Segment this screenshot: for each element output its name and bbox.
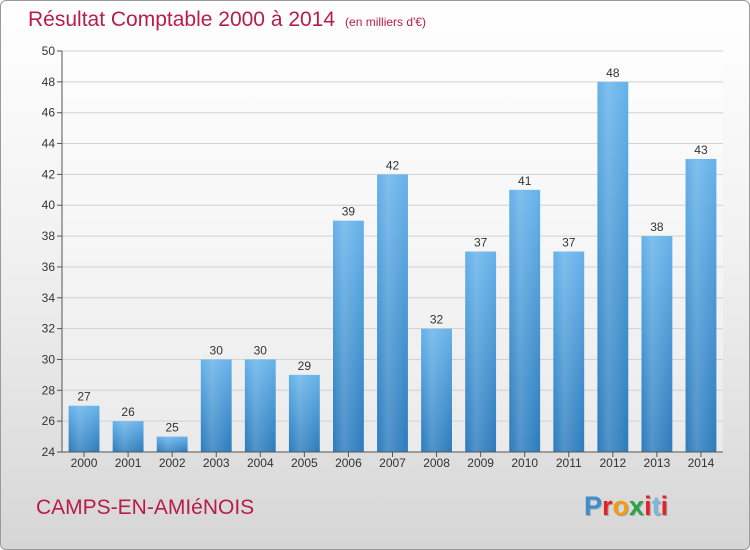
x-tick-label: 2010 <box>511 456 538 470</box>
bars: 27 26 25 30 30 29 39 42 32 37 41 37 48 38 43 <box>68 66 717 453</box>
y-tick-label: 50 <box>42 44 56 58</box>
logo-letter: i <box>660 491 669 521</box>
bar-value-label: 41 <box>518 174 532 188</box>
y-tick-label: 40 <box>42 198 56 212</box>
x-tick-label: 2014 <box>688 456 715 470</box>
bar-value-label: 43 <box>694 143 708 157</box>
bar-value-label: 37 <box>562 236 576 250</box>
bar-value-label: 30 <box>210 343 224 357</box>
bar-highlight <box>200 359 232 452</box>
bar-value-label: 29 <box>298 359 312 373</box>
y-tick-label: 28 <box>42 383 56 397</box>
x-tick-label: 2001 <box>115 456 142 470</box>
y-tick-label: 36 <box>42 260 56 274</box>
bar-value-label: 38 <box>650 220 664 234</box>
x-tick-label: 2006 <box>335 456 362 470</box>
logo-letter: i <box>644 491 652 521</box>
bar-highlight <box>244 359 276 452</box>
x-tick-label: 2002 <box>159 456 186 470</box>
logo-letter: o <box>612 491 630 521</box>
bar-highlight <box>553 251 585 452</box>
bar-highlight <box>333 220 364 452</box>
bar-highlight <box>112 421 144 452</box>
y-tick-label: 46 <box>42 106 56 120</box>
x-tick-label: 2003 <box>203 456 230 470</box>
logo-letter: P <box>584 491 603 521</box>
y-tick-label: 34 <box>42 291 56 305</box>
bar-value-label: 48 <box>606 66 620 80</box>
y-tick-label: 44 <box>42 137 56 151</box>
bar-value-label: 30 <box>254 343 268 357</box>
x-tick-label: 2009 <box>467 456 494 470</box>
bar-highlight <box>156 436 188 452</box>
bar-value-label: 26 <box>121 405 135 419</box>
x-tick-label: 2007 <box>379 456 406 470</box>
chart-title: Résultat Comptable 2000 à 2014 <box>28 8 336 31</box>
y-tick-label: 48 <box>42 75 56 89</box>
x-tick-label: 2004 <box>247 456 274 470</box>
y-tick-label: 32 <box>42 322 56 336</box>
bar-highlight <box>421 328 452 452</box>
bar-value-label: 37 <box>474 236 488 250</box>
x-tick-label: 2011 <box>556 456 582 470</box>
x-tick-label: 2012 <box>599 456 626 470</box>
x-tick-label: 2000 <box>71 456 98 470</box>
y-tick-label: 30 <box>42 352 56 366</box>
x-tick-label: 2008 <box>423 456 450 470</box>
bar-value-label: 42 <box>386 158 400 172</box>
x-tick-label: 2005 <box>291 456 318 470</box>
bar-value-label: 32 <box>430 313 444 327</box>
bar-value-label: 39 <box>342 205 356 219</box>
bar-value-label: 27 <box>77 390 91 404</box>
axes: 24 26 28 30 32 34 36 38 40 42 44 46 48 50 2000 2001 2002… <box>42 44 723 470</box>
logo-letter: t <box>651 491 661 521</box>
proxiti-logo: Proxiti <box>584 491 668 522</box>
bar-highlight <box>68 405 100 452</box>
bar-value-label: 25 <box>165 421 179 435</box>
y-tick-label: 42 <box>42 167 56 181</box>
logo-letter: x <box>629 491 645 521</box>
y-tick-label: 24 <box>42 445 56 459</box>
commune-name: CAMPS-EN-AMIéNOIS <box>36 496 255 519</box>
title-row: Résultat Comptable 2000 à 2014 (en millie… <box>28 8 426 32</box>
bar-highlight <box>377 174 408 452</box>
y-tick-label: 26 <box>42 414 56 428</box>
bar-highlight <box>509 189 541 453</box>
chart-unit: (en milliers d'€) <box>345 15 427 29</box>
logo-letter: r <box>602 491 613 521</box>
x-tick-label: 2013 <box>644 456 671 470</box>
bar-highlight <box>288 374 320 452</box>
y-tick-label: 38 <box>42 229 56 243</box>
bar-highlight <box>641 236 673 452</box>
bar-highlight <box>597 81 629 452</box>
bar-highlight <box>685 158 717 452</box>
bar-highlight <box>465 251 497 452</box>
